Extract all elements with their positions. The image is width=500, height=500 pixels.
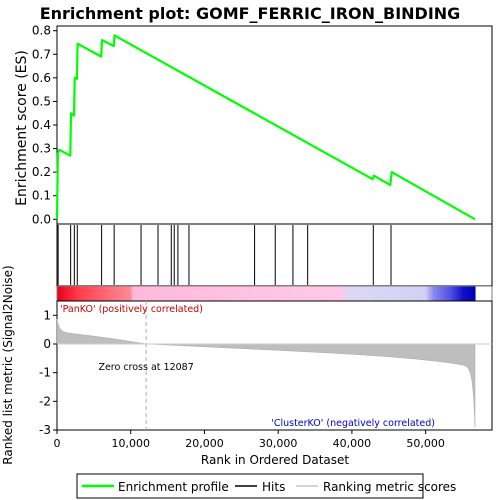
- x-tick-label: 20,000: [185, 437, 224, 450]
- enrichment-profile-line: [55, 34, 476, 221]
- metric-y-axis: 1 0 -1 -2 -3: [39, 308, 57, 437]
- x-tick-label: 10,000: [111, 437, 150, 450]
- es-y-axis: 0.0 0.1 0.2 0.3 0.4 0.5 0.6 0.7 0.8: [32, 24, 57, 226]
- metric-y-tick-label: -3: [39, 423, 51, 437]
- negative-correlation-label: 'ClusterKO' (negatively correlated): [271, 418, 435, 429]
- metric-y-tick-label: 1: [43, 308, 51, 322]
- zero-cross-label: Zero cross at 12087: [98, 362, 193, 373]
- es-y-tick-label: 0.3: [32, 142, 51, 156]
- es-y-tick-label: 0.2: [32, 165, 51, 179]
- x-tick-label: 40,000: [333, 437, 372, 450]
- metric-y-tick-label: -1: [39, 366, 51, 380]
- x-tick-label: 30,000: [259, 437, 298, 450]
- positive-correlation-label: 'PanKO' (positively correlated): [60, 304, 203, 315]
- es-y-tick-label: 0.7: [32, 47, 51, 61]
- hits-panel-frame: [56, 223, 493, 287]
- ranking-gradient: [57, 286, 476, 301]
- metric-y-axis-label: Ranked list metric (Signal2Noise): [1, 265, 15, 464]
- x-tick-label: 50,000: [406, 437, 445, 450]
- es-y-tick-label: 0.6: [32, 71, 51, 85]
- chart-title: Enrichment plot: GOMF_FERRIC_IRON_BINDIN…: [40, 4, 461, 23]
- x-tick-label: 0: [54, 437, 61, 450]
- legend-metric-label: Ranking metric scores: [323, 480, 456, 494]
- x-axis: 0 10,000 20,000 30,000 40,000 50,000: [54, 430, 445, 450]
- hits-group: [57, 225, 392, 285]
- metric-y-tick-label: -2: [39, 394, 51, 408]
- legend-hits-label: Hits: [262, 480, 285, 494]
- metric-y-tick-label: 0: [43, 337, 51, 351]
- x-axis-label: Rank in Ordered Dataset: [201, 453, 349, 467]
- metric-plot-frame: [56, 300, 493, 431]
- es-y-tick-label: 0.0: [32, 212, 51, 226]
- es-y-tick-label: 0.8: [32, 24, 51, 38]
- es-y-tick-label: 0.5: [32, 94, 51, 108]
- ranking-metric-area: [56, 319, 476, 428]
- es-y-axis-label: Enrichment score (ES): [14, 50, 30, 206]
- legend-profile-label: Enrichment profile: [118, 480, 229, 494]
- es-y-tick-label: 0.1: [32, 189, 51, 203]
- es-y-tick-label: 0.4: [32, 118, 51, 132]
